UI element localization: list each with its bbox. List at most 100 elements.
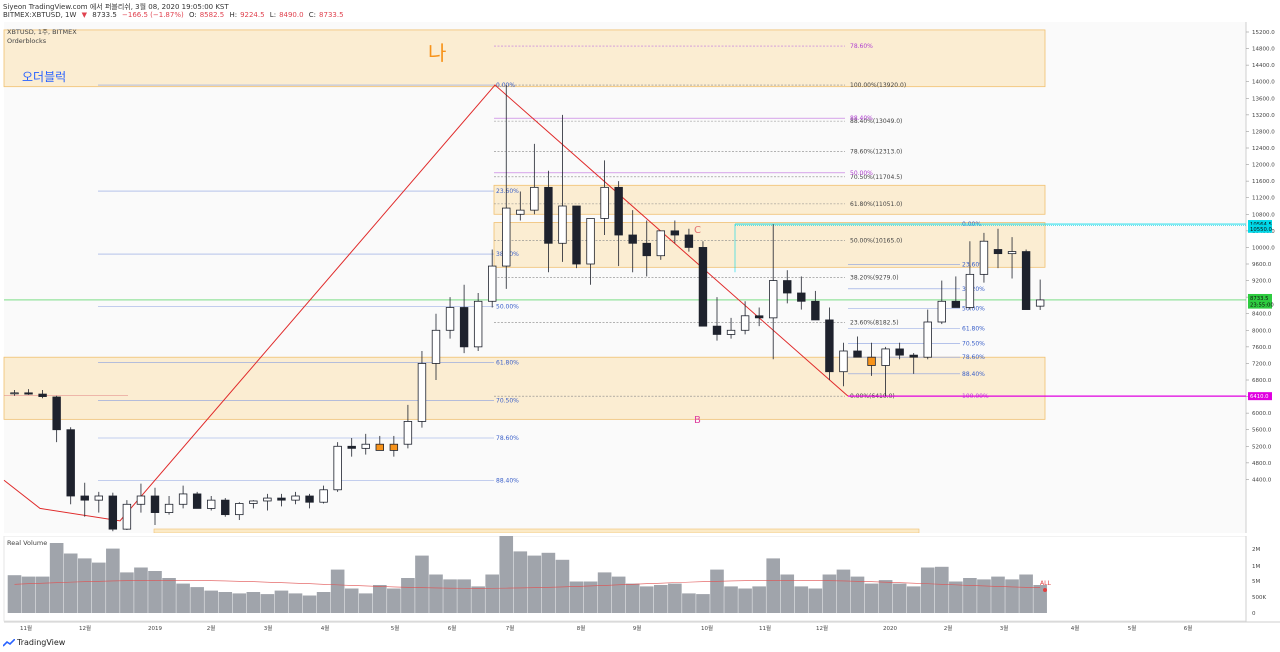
price-tick-label-2: 14400.0 (1252, 63, 1275, 69)
tradingview-logo[interactable]: TradingView (3, 638, 65, 647)
fib1-label-3: 78.60%(12313.0) (850, 149, 902, 156)
candle-body-10 (150, 495, 160, 513)
volume-bar-26 (373, 585, 387, 613)
candle-body-51 (726, 329, 736, 335)
volume-bar-19 (274, 590, 289, 613)
candle-body-41 (586, 218, 595, 265)
time-tick-label-17: 4월 (1071, 624, 1080, 632)
fib3-label-6: 78.60% (962, 354, 985, 361)
candle-body-71 (1007, 251, 1017, 255)
candle-body-6 (94, 495, 103, 501)
symbol[interactable]: BITMEX:XBTUSD, 1W (3, 11, 77, 19)
fib2-label-6: 78.60% (496, 435, 519, 442)
candle-body-55 (783, 280, 792, 294)
price-badge-label-4: 6410.0 (1250, 394, 1269, 400)
volume-bar-14 (204, 590, 218, 613)
volume-bar-6 (92, 562, 106, 613)
time-tick-label-2: 2019 (148, 626, 162, 632)
candle-body-3 (52, 396, 61, 431)
fib1-label-6: 50.00%(10165.0) (850, 238, 902, 245)
volume-bar-64 (906, 586, 921, 613)
candle-body-31 (445, 307, 455, 331)
volume-bar-48 (682, 593, 696, 613)
candle-body-60 (853, 350, 862, 358)
volume-bar-16 (232, 593, 247, 613)
candle-body-7 (108, 495, 118, 530)
candle-body-62 (881, 348, 890, 366)
candle-body-53 (754, 315, 764, 319)
candle-body-23 (333, 445, 342, 491)
fib3-label-3: 50.00% (962, 306, 985, 313)
candle-body-58 (825, 319, 834, 373)
candle-body-57 (811, 300, 820, 321)
volume-bar-30 (429, 574, 443, 613)
candle-body-24 (347, 445, 356, 449)
fib3-label-5: 70.50% (962, 341, 985, 348)
fib3-label-7: 88.40% (962, 371, 985, 378)
candle-body-61 (867, 356, 876, 366)
volume-bar-3 (49, 543, 64, 613)
time-tick-label-12: 11월 (759, 624, 771, 632)
time-tick-label-15: 2월 (944, 624, 953, 632)
volume-bar-1 (21, 576, 36, 613)
open-value: 8582.5 (199, 11, 225, 19)
time-tick-label-1: 12월 (79, 624, 91, 632)
time-tick-label-7: 6월 (448, 624, 457, 632)
candle-body-70 (993, 249, 1003, 255)
candle-body-14 (206, 499, 216, 509)
volume-bar-70 (991, 576, 1005, 613)
price-tick-label-24: 5600.0 (1252, 428, 1272, 434)
candle-body-19 (277, 497, 286, 501)
volume-bar-25 (358, 593, 373, 613)
volume-bar-67 (949, 581, 963, 613)
volume-bar-63 (892, 583, 907, 613)
volume-bar-27 (387, 588, 401, 613)
volume-bar-17 (246, 592, 261, 613)
volume-bar-2 (35, 576, 50, 613)
price-badge-3 (1248, 300, 1272, 309)
price-badge-label-3: 23:55:00 (1250, 303, 1274, 309)
volume-bar-10 (148, 571, 162, 613)
low-value: 8490.0 (279, 11, 304, 19)
candle-body-59 (839, 350, 848, 373)
volume-bar-68 (963, 578, 977, 613)
volume-bar-49 (696, 594, 710, 613)
candle-body-44 (628, 234, 637, 244)
candle-body-35 (502, 207, 511, 267)
volume-bar-21 (302, 595, 317, 613)
candle-body-49 (698, 247, 708, 327)
volume-bar-0 (7, 575, 22, 613)
volume-bar-39 (555, 559, 570, 613)
fib2-label-4: 61.80% (496, 360, 519, 367)
candle-body-1 (24, 392, 33, 395)
price-tick-label-5: 13200.0 (1252, 113, 1275, 119)
fib1-extra-label-1: 50.00% (850, 170, 873, 177)
time-tick-label-14: 2020 (883, 626, 897, 632)
price-badge-1 (1248, 224, 1272, 233)
fib2-label-5: 70.50% (496, 398, 519, 405)
price-tick-label-8: 12000.0 (1252, 163, 1275, 169)
fib3-label-0: 0.00% (962, 221, 981, 228)
volume-bar-13 (190, 587, 204, 613)
candle-body-5 (80, 495, 89, 501)
candle-body-28 (403, 421, 413, 445)
price-badge-2 (1248, 293, 1272, 302)
candle-body-30 (431, 329, 441, 364)
price-tick-label-4: 13600.0 (1252, 96, 1275, 102)
tradingview-wordmark: TradingView (17, 638, 66, 647)
high-value: 9224.5 (240, 11, 265, 19)
fib1-label-4: 70.50%(11704.5) (850, 174, 902, 181)
price-tick-label-18: 8000.0 (1252, 328, 1272, 334)
candle-body-26 (375, 443, 384, 451)
fib1-label-7: 38.20%(9279.0) (850, 274, 899, 281)
annotation-c: C (694, 225, 701, 236)
price-tick-label-6: 12800.0 (1252, 129, 1275, 135)
price-badge-label-1: 10550.0 (1250, 227, 1273, 233)
candle-body-33 (473, 300, 483, 348)
candle-body-2 (38, 393, 47, 397)
time-tick-label-16: 3월 (1000, 624, 1009, 632)
volume-bar-50 (710, 569, 724, 613)
candle-body-13 (192, 493, 202, 509)
candle-body-27 (389, 443, 399, 451)
